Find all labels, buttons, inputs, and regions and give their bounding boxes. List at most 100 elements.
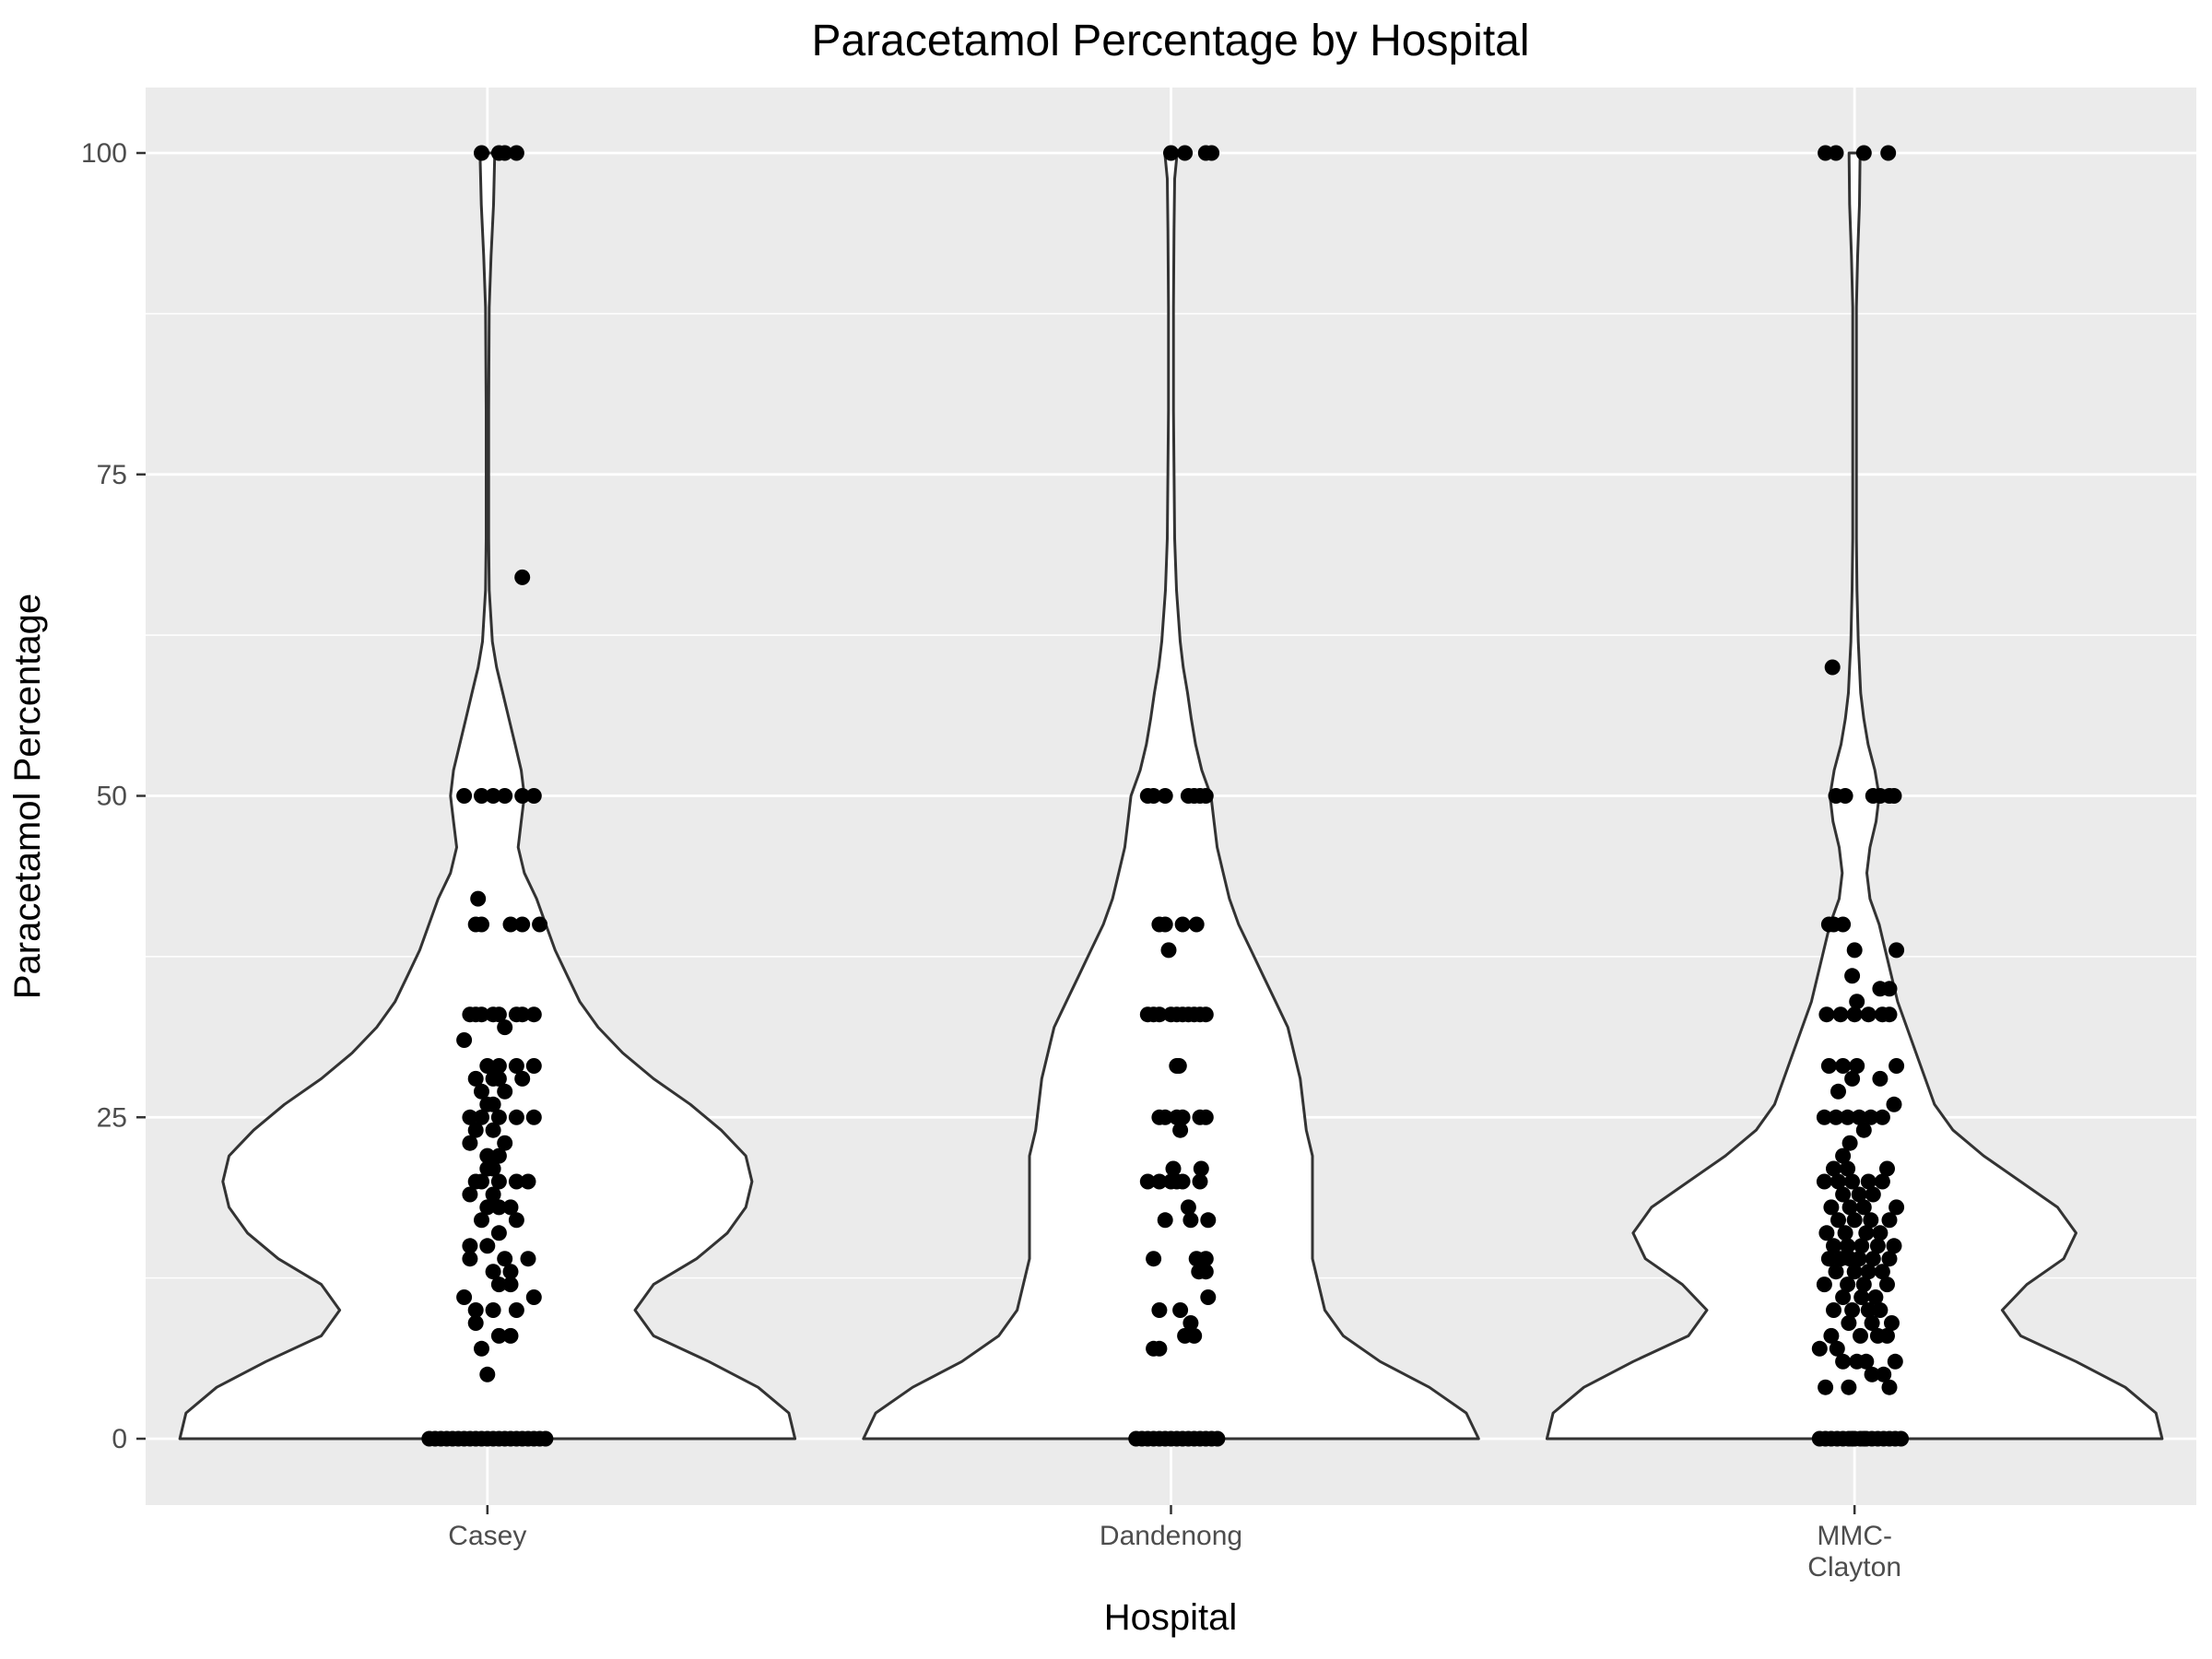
data-point bbox=[1888, 942, 1905, 959]
data-point bbox=[1841, 1315, 1857, 1331]
data-point bbox=[485, 1186, 501, 1203]
data-point bbox=[1869, 1238, 1886, 1254]
data-point bbox=[485, 788, 501, 804]
data-point bbox=[1172, 1302, 1189, 1318]
data-point bbox=[1837, 1225, 1853, 1241]
data-point bbox=[1182, 1212, 1199, 1229]
data-point bbox=[1151, 1006, 1168, 1023]
data-point bbox=[1823, 1327, 1840, 1344]
data-point bbox=[1886, 1238, 1902, 1254]
data-point bbox=[1844, 1430, 1861, 1447]
data-point bbox=[1872, 1070, 1888, 1087]
data-point bbox=[467, 1122, 484, 1138]
data-point bbox=[1204, 145, 1220, 161]
data-point bbox=[474, 1173, 489, 1190]
data-point bbox=[462, 1238, 478, 1254]
data-point bbox=[467, 1070, 484, 1087]
data-point bbox=[1858, 1353, 1875, 1370]
data-point bbox=[1823, 1199, 1840, 1216]
data-point bbox=[1860, 1006, 1877, 1023]
data-point bbox=[456, 1289, 473, 1305]
data-point bbox=[1160, 942, 1177, 959]
data-point bbox=[1174, 1109, 1191, 1125]
data-point bbox=[1844, 1173, 1861, 1190]
data-point bbox=[1174, 1173, 1191, 1190]
data-point bbox=[474, 1006, 489, 1023]
chart-title: Paracetamol Percentage by Hospital bbox=[811, 17, 1529, 65]
data-point bbox=[479, 1238, 496, 1254]
data-point bbox=[1844, 1070, 1861, 1087]
data-point bbox=[1851, 1186, 1867, 1203]
data-point bbox=[1192, 1173, 1208, 1190]
data-point bbox=[479, 1058, 496, 1074]
data-point bbox=[520, 1251, 536, 1267]
data-point bbox=[525, 788, 542, 804]
data-point bbox=[1828, 1109, 1844, 1125]
data-point bbox=[514, 1430, 531, 1447]
data-point bbox=[474, 1083, 489, 1100]
data-point bbox=[1820, 1058, 1837, 1074]
data-point bbox=[1881, 981, 1898, 997]
data-point bbox=[1855, 1199, 1872, 1216]
data-point bbox=[514, 569, 531, 585]
data-point bbox=[479, 1366, 496, 1382]
violin-mmc-clayton bbox=[1545, 151, 2164, 1441]
data-point bbox=[1824, 659, 1841, 676]
data-point bbox=[1865, 1251, 1881, 1267]
data-point bbox=[427, 1430, 443, 1447]
data-point bbox=[474, 145, 489, 161]
data-point bbox=[1830, 1212, 1846, 1229]
data-point bbox=[1881, 1006, 1898, 1023]
data-point bbox=[1846, 1006, 1863, 1023]
data-point bbox=[1872, 1302, 1888, 1318]
data-point bbox=[1855, 1122, 1872, 1138]
data-point bbox=[462, 1186, 478, 1203]
data-point bbox=[537, 1430, 554, 1447]
data-point bbox=[1841, 1199, 1858, 1216]
data-point bbox=[1835, 1289, 1852, 1305]
data-point bbox=[456, 1032, 473, 1048]
data-point bbox=[508, 145, 524, 161]
data-point bbox=[1874, 1264, 1890, 1280]
data-point bbox=[1879, 1327, 1895, 1344]
data-point bbox=[1830, 1173, 1846, 1190]
data-point bbox=[1860, 1173, 1877, 1190]
data-point bbox=[525, 1006, 542, 1023]
data-point bbox=[1887, 1353, 1903, 1370]
data-point bbox=[1863, 1212, 1879, 1229]
data-point bbox=[1853, 1289, 1870, 1305]
data-point bbox=[497, 1135, 513, 1151]
data-point bbox=[1820, 1251, 1837, 1267]
data-point bbox=[508, 1212, 524, 1229]
data-point bbox=[1851, 1109, 1867, 1125]
data-point bbox=[1157, 916, 1173, 933]
data-point bbox=[502, 1327, 519, 1344]
data-point bbox=[514, 1070, 531, 1087]
data-point bbox=[1811, 1340, 1828, 1357]
data-point bbox=[1872, 1225, 1888, 1241]
data-point bbox=[1864, 1315, 1880, 1331]
data-point bbox=[1835, 916, 1852, 933]
data-point bbox=[502, 1277, 519, 1293]
data-point bbox=[470, 890, 487, 907]
data-point bbox=[1851, 1251, 1867, 1267]
data-point bbox=[508, 1302, 524, 1318]
data-point bbox=[1146, 1251, 1162, 1267]
data-point bbox=[1188, 916, 1205, 933]
data-point bbox=[490, 1199, 507, 1216]
data-point bbox=[1860, 1264, 1877, 1280]
data-point bbox=[1172, 1122, 1189, 1138]
data-point bbox=[1157, 1212, 1173, 1229]
data-point bbox=[1846, 1264, 1863, 1280]
data-point bbox=[456, 788, 473, 804]
data-point bbox=[490, 1277, 507, 1293]
data-point bbox=[462, 1109, 478, 1125]
data-point bbox=[1177, 145, 1194, 161]
data-point bbox=[1818, 1006, 1835, 1023]
data-point bbox=[1835, 1147, 1852, 1164]
y-tick-label: 0 bbox=[112, 1424, 127, 1454]
data-point bbox=[532, 916, 548, 933]
data-point bbox=[1886, 1096, 1902, 1112]
data-point bbox=[1841, 1379, 1857, 1395]
data-point bbox=[1163, 145, 1179, 161]
